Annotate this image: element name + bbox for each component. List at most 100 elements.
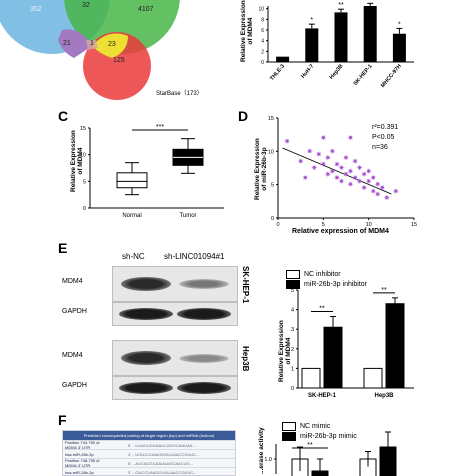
panel-c-xtick-label: Normal xyxy=(122,213,141,219)
legend-mir-inhibitor: miR-26b-3p inhibitor xyxy=(286,280,367,289)
panel-b-xtick-label: SK-HEP-1 xyxy=(353,63,374,87)
panel-d-ytick-label: 15 xyxy=(268,116,274,122)
panel-d-point: ✷ xyxy=(320,134,327,143)
venn-label-6: 125 xyxy=(113,57,125,64)
panel-d-stat-n: n=36 xyxy=(372,144,388,151)
panel-d-point: ✷ xyxy=(315,150,322,159)
venn-label-3: 21 xyxy=(63,40,71,47)
blot-label-mdm4-2: MDM4 xyxy=(62,352,83,359)
band xyxy=(177,308,231,320)
panel-e-ytick-label: 4 xyxy=(291,308,294,314)
lane-label-sh-nc: sh-NC xyxy=(122,252,145,261)
panel-d-point: ✷ xyxy=(297,157,304,166)
panel-d-point: ✷ xyxy=(365,177,372,186)
panel-f-bar xyxy=(291,458,309,476)
panel-c-box xyxy=(172,148,204,166)
panel-d-point: ✷ xyxy=(320,160,327,169)
panel-e-bar xyxy=(363,367,383,389)
panel-c-ylabel: Relative Expression of MDM4 xyxy=(70,130,84,192)
table-cell: 5' ...AUCAGGCAAUAAGGAACUG... xyxy=(128,460,193,466)
panel-d-point: ✷ xyxy=(352,174,359,183)
table-row: Position 744-750 of MDM4 3' UTR 5' ...UUA… xyxy=(63,440,235,450)
panel-d-point: ✷ xyxy=(329,167,336,176)
table-cell: hsa-miR-26b-3p xyxy=(65,451,94,457)
panel-d-point: ✷ xyxy=(379,184,386,193)
panel-d-point: ✷ xyxy=(370,187,377,196)
panel-d-point: ✷ xyxy=(302,174,309,183)
panel-d-point: ✷ xyxy=(306,147,313,156)
panel-e-ytick-label: 0 xyxy=(291,386,294,392)
panel-b-xtick-label: THLE-3 xyxy=(269,63,286,82)
table-cell: Position 748-755 of MDM4 3' UTR xyxy=(65,458,100,468)
panel-d-point: ✷ xyxy=(338,164,345,173)
panel-c-significance: *** xyxy=(156,124,164,131)
venn-label-2: 4107 xyxy=(138,6,154,13)
blot-label-mdm4-1: MDM4 xyxy=(62,278,83,285)
band xyxy=(121,351,171,365)
blot-gapdh-hep3b xyxy=(112,376,238,400)
venn-label-0: 352 xyxy=(30,6,42,13)
panel-b-xtick-label: HuH-7 xyxy=(300,63,315,79)
venn-set-label-starbase: StarBase（173） xyxy=(156,91,203,97)
panel-c-letter: C xyxy=(58,108,69,124)
panel-f-ytick-label: 1.0 xyxy=(264,457,272,463)
panel-b-significance: * xyxy=(398,21,401,28)
panel-d-point: ✷ xyxy=(383,194,390,203)
venn-circles xyxy=(0,0,180,100)
table-row: Position 748-755 of MDM4 3' UTR 5' ...AUC… xyxy=(63,458,235,468)
panel-b-ytick-label: 4 xyxy=(261,39,264,45)
panel-d-ylabel: Relative Expression of miR-26b-3p xyxy=(254,138,268,200)
panel-d-point: ✷ xyxy=(361,184,368,193)
panel-d-point: ✷ xyxy=(338,177,345,186)
blot-gapdh-sk xyxy=(112,302,238,326)
target-pairing-table: Predicted consequential pairing of targe… xyxy=(62,430,236,476)
band xyxy=(119,308,173,320)
blot-label-gapdh-2: GAPDH xyxy=(62,382,87,389)
panel-b-ytick-label: 8 xyxy=(261,17,264,23)
legend-label: miR-26b-3p mimic xyxy=(300,433,357,440)
panel-b-xtick-label: MHCC-97H xyxy=(380,63,403,89)
legend-swatch-white xyxy=(286,270,300,279)
table-cell: 5' ...UUACUGGAAUCAGGCAAUAA... xyxy=(128,442,196,448)
panel-d-point: ✷ xyxy=(343,154,350,163)
panel-e-significance: ** xyxy=(381,287,387,294)
panel-d-point: ✷ xyxy=(352,157,359,166)
panel-d-xtick-label: 0 xyxy=(276,222,279,228)
panel-b-ytick-label: 0 xyxy=(261,60,264,66)
panel-d-ytick-label: 10 xyxy=(268,149,274,155)
panel-d-point: ✷ xyxy=(361,170,368,179)
legend-label: miR-26b-3p inhibitor xyxy=(304,281,368,288)
panel-d-point: ✷ xyxy=(325,154,332,163)
panel-d-point: ✷ xyxy=(311,164,318,173)
table-row: hsa-miR-26b-3p 3' ...GUCCUAAGGUUUAACCGUUC… xyxy=(63,467,235,476)
panel-b-significance: * xyxy=(310,17,313,24)
venn-label-4: 1 xyxy=(90,40,94,47)
table-row: hsa-miR-26b-3p 3' ...UGUCCUAAGGUUUAACCGUU… xyxy=(63,449,235,458)
legend-swatch-black xyxy=(286,280,300,289)
panel-d-point: ✷ xyxy=(393,187,400,196)
cell-line-label-sk-hep-1: SK-HEP-1 xyxy=(241,266,250,304)
panel-d-point: ✷ xyxy=(347,134,354,143)
venn-label-1: 32 xyxy=(82,2,90,9)
legend-nc-inhibitor: NC inhibitor xyxy=(286,270,341,279)
panel-c-box xyxy=(116,172,148,189)
blot-label-gapdh-1: GAPDH xyxy=(62,308,87,315)
panel-b-ytick-label: 2 xyxy=(261,49,264,55)
panel-b-bar xyxy=(305,28,319,62)
venn-label-5: 23 xyxy=(108,41,116,48)
panel-d-stat-r2: r²=0.391 xyxy=(372,124,399,131)
table-cell: Position 744-750 of MDM4 3' UTR xyxy=(65,440,100,450)
panel-b-xtick-label: Hep3B xyxy=(329,63,345,80)
panel-f-ylabel: ...erase activity xyxy=(258,427,265,474)
panel-b-ylabel: Relative Expression of MDM4 xyxy=(240,0,254,62)
table-header: Predicted consequential pairing of targe… xyxy=(63,431,235,440)
panel-d-point: ✷ xyxy=(365,167,372,176)
panel-d-point: ✷ xyxy=(334,174,341,183)
panel-d-point: ✷ xyxy=(356,164,363,173)
panel-e-xtick-label: Hep3B xyxy=(374,393,394,399)
panel-f-significance: ** xyxy=(307,442,313,449)
